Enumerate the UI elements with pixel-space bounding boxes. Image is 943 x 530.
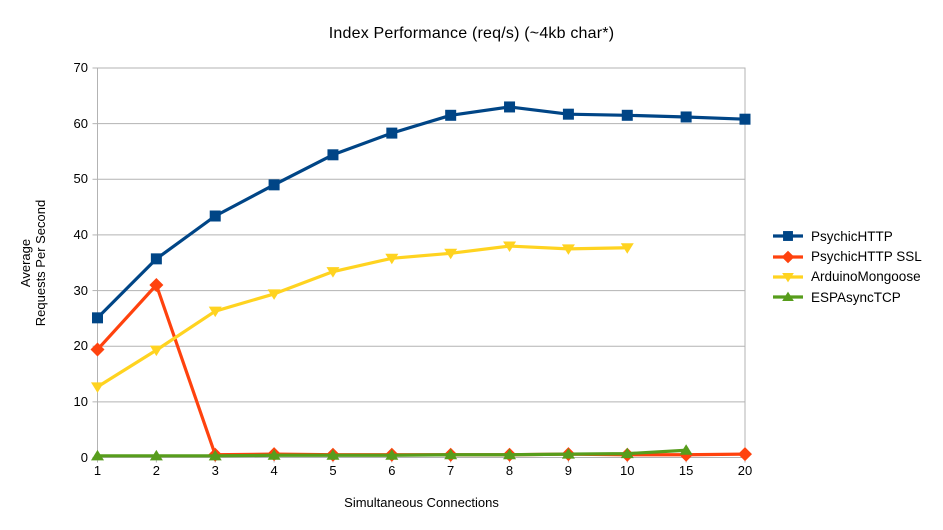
- x-tick-label: 9: [564, 463, 573, 478]
- series-marker-psychichttp-ssl: [149, 278, 164, 293]
- legend-swatch-psychichttp-ssl: [773, 250, 803, 263]
- legend-marker: [781, 250, 795, 263]
- series-marker-espasynctcp: [561, 448, 575, 459]
- series-marker-psychichttp: [562, 108, 574, 120]
- legend-marker: [782, 272, 794, 283]
- x-tick-label: 10: [620, 463, 635, 478]
- x-tick-label: 7: [447, 463, 455, 478]
- y-tick-label: 30: [73, 282, 88, 298]
- series-marker-arduinomongoose: [326, 267, 340, 278]
- legend-label: ESPAsyncTCP: [811, 289, 901, 305]
- series-line-psychichttp: [96, 105, 746, 319]
- series-marker-arduinomongoose: [561, 244, 575, 255]
- legend-item-psychichttp-ssl: PsychicHTTP SSL: [773, 246, 922, 266]
- y-axis-label-line1: Average: [18, 238, 33, 288]
- series-marker-espasynctcp: [444, 448, 458, 460]
- legend-item-arduinomongoose: ArduinoMongoose: [773, 267, 922, 287]
- series-marker-arduinomongoose: [208, 306, 222, 318]
- legend: PsychicHTTP PsychicHTTP SSL ArduinoMongoos…: [773, 226, 922, 308]
- y-tick-label: 50: [73, 171, 88, 187]
- series-marker-psychichttp-ssl: [90, 342, 105, 357]
- series-marker-psychichttp: [445, 109, 457, 121]
- legend-swatch-arduinomongoose: [773, 272, 803, 283]
- legend-label: PsychicHTTP: [811, 228, 893, 244]
- series-line-arduinomongoose: [96, 244, 628, 389]
- legend-label: PsychicHTTP SSL: [811, 249, 922, 265]
- legend-label: ArduinoMongoose: [811, 269, 921, 285]
- legend-swatch-psychichttp: [773, 231, 803, 242]
- series-marker-espasynctcp: [326, 449, 340, 460]
- x-tick-label: 2: [152, 463, 160, 478]
- legend-marker: [783, 231, 793, 242]
- series-marker-psychichttp-ssl: [738, 447, 752, 462]
- series-marker-espasynctcp: [385, 449, 399, 460]
- series-marker-espasynctcp: [503, 448, 517, 460]
- y-axis-label-line2: Requests Per Second: [33, 199, 48, 327]
- chart-title: Index Performance (req/s) (~4kb char*): [328, 25, 615, 42]
- series-marker-espasynctcp: [149, 449, 163, 461]
- series-marker-arduinomongoose: [385, 253, 399, 265]
- y-tick-label: 40: [73, 226, 88, 242]
- y-tick-label: 60: [73, 115, 88, 131]
- series-marker-arduinomongoose: [149, 345, 163, 357]
- series-marker-psychichttp: [327, 149, 339, 161]
- series-marker-arduinomongoose: [503, 241, 517, 253]
- series-marker-espasynctcp: [208, 449, 222, 461]
- series-marker-espasynctcp: [91, 449, 104, 461]
- y-tick-label: 10: [73, 393, 88, 409]
- series-marker-arduinomongoose: [267, 289, 281, 300]
- x-tick-label: 6: [388, 463, 396, 478]
- x-tick-label: 1: [93, 463, 102, 478]
- series-marker-psychichttp: [621, 109, 633, 121]
- x-axis-label: Simultaneous Connections: [344, 495, 499, 510]
- series-marker-arduinomongoose: [444, 248, 458, 260]
- series-line-psychichttp-ssl: [96, 283, 746, 457]
- series-marker-psychichttp: [504, 101, 516, 113]
- series-marker-arduinomongoose: [91, 382, 104, 393]
- series-marker-psychichttp: [680, 111, 692, 123]
- series-marker-espasynctcp: [620, 447, 634, 459]
- series-marker-psychichttp: [386, 127, 398, 139]
- legend-item-espasynctcp: ESPAsyncTCP: [773, 287, 922, 307]
- series-marker-psychichttp: [209, 210, 221, 222]
- x-tick-label: 15: [678, 463, 694, 478]
- x-tick-label: 3: [211, 463, 219, 478]
- x-tick-label: 5: [329, 463, 337, 478]
- legend-marker: [782, 291, 794, 302]
- y-tick-label: 20: [73, 338, 88, 354]
- x-tick-label: 20: [737, 463, 753, 478]
- series-marker-psychichttp: [739, 113, 751, 125]
- legend-item-psychichttp: PsychicHTTP: [773, 226, 922, 246]
- series-marker-psychichttp: [150, 253, 162, 265]
- y-tick-label: 0: [80, 449, 88, 465]
- x-tick-label: 8: [505, 463, 514, 478]
- series-marker-arduinomongoose: [620, 243, 634, 254]
- series-marker-espasynctcp: [679, 444, 693, 455]
- legend-swatch-espasynctcp: [773, 291, 803, 302]
- series-marker-psychichttp: [92, 312, 103, 324]
- x-tick-label: 4: [270, 463, 278, 478]
- plot-frame: [97, 67, 746, 458]
- series-marker-espasynctcp: [267, 449, 281, 460]
- y-tick-label: 70: [73, 60, 88, 75]
- series-marker-psychichttp: [268, 179, 280, 191]
